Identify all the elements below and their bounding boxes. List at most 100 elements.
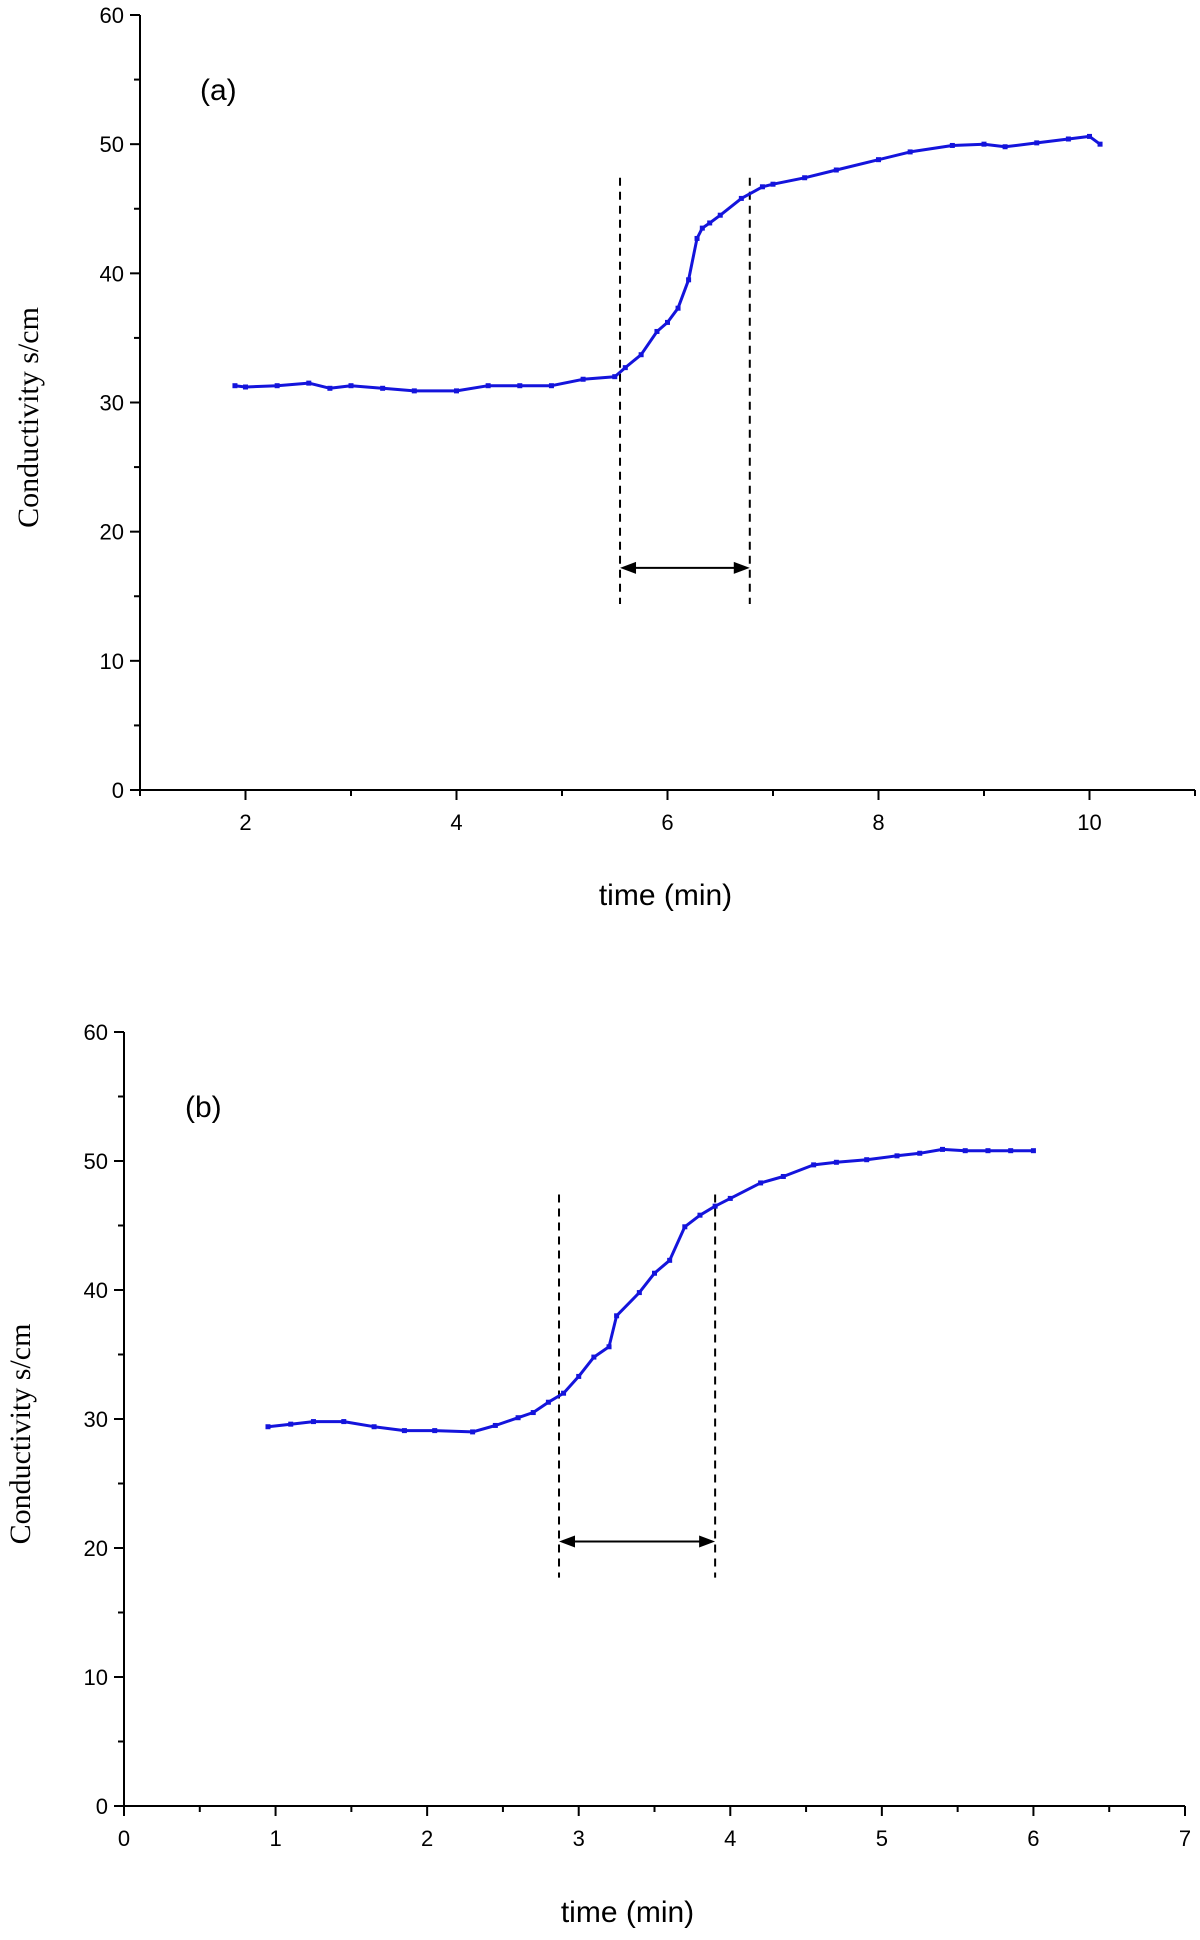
data-point <box>517 383 523 389</box>
series-line <box>234 134 1101 393</box>
data-point <box>686 277 692 283</box>
x-tick-label: 8 <box>872 810 884 835</box>
data-point <box>876 157 881 163</box>
data-point <box>545 1399 551 1405</box>
x-tick-label: 5 <box>876 1826 888 1851</box>
data-point <box>727 1195 733 1201</box>
data-point <box>265 1424 271 1430</box>
chart-panel-a: 0 10 20 30 40 50 60 2 4 6 8 10 time (min) Conductivit… <box>12 3 1196 912</box>
data-point <box>530 1410 536 1416</box>
data-point <box>654 328 660 334</box>
data-point <box>758 1180 764 1186</box>
data-point <box>636 1290 642 1296</box>
data-point <box>652 1270 657 1276</box>
y-tick-label: 40 <box>100 261 124 286</box>
data-point <box>907 149 913 155</box>
data-point <box>638 352 644 358</box>
y-tick-label: 50 <box>100 132 124 157</box>
data-point <box>561 1390 567 1396</box>
data-point <box>1030 1148 1036 1154</box>
y-tick-label: 40 <box>84 1278 108 1303</box>
data-point <box>614 1313 620 1319</box>
data-point <box>591 1354 597 1360</box>
data-point <box>580 376 586 382</box>
data-point <box>470 1429 476 1435</box>
panel-label: (b) <box>185 1091 222 1124</box>
data-point <box>939 1146 945 1152</box>
data-point <box>802 175 808 181</box>
data-point <box>707 220 713 226</box>
data-point <box>1087 133 1092 139</box>
y-tick-label: 0 <box>112 778 124 803</box>
data-point <box>380 385 386 391</box>
data-point <box>833 1159 839 1165</box>
data-point <box>667 1257 673 1263</box>
chart-panel-b: 0 10 20 30 40 50 60 0 1 2 3 4 5 6 7 time (min) Conductiv… <box>4 1020 1191 1929</box>
data-point <box>622 365 628 371</box>
data-point <box>833 167 839 173</box>
x-tick-label: 1 <box>269 1826 281 1851</box>
interval-arrow-head-left <box>559 1535 576 1548</box>
x-tick-label: 2 <box>239 810 251 835</box>
x-axis-title: time (min) <box>561 1896 694 1929</box>
data-point <box>492 1422 498 1428</box>
data-point <box>612 374 618 380</box>
data-point <box>401 1428 407 1434</box>
x-tick-label: 10 <box>1077 810 1101 835</box>
data-point <box>699 225 705 231</box>
data-point <box>432 1428 438 1434</box>
series-line <box>267 1147 1034 1434</box>
data-point <box>288 1421 294 1427</box>
y-tick-label: 50 <box>84 1149 108 1174</box>
data-point <box>694 235 700 241</box>
data-point <box>894 1153 900 1159</box>
x-tick-label: 2 <box>421 1826 433 1851</box>
data-point <box>576 1373 582 1379</box>
y-tick-label: 60 <box>84 1020 108 1045</box>
x-tick-label: 6 <box>661 810 673 835</box>
data-point <box>949 142 955 148</box>
data-point <box>682 1224 688 1230</box>
data-point <box>864 1157 870 1163</box>
data-point <box>738 195 744 201</box>
data-point <box>548 383 554 389</box>
data-point <box>485 383 491 389</box>
data-point <box>697 1212 703 1218</box>
data-point <box>348 383 354 389</box>
x-tick-label: 3 <box>573 1826 585 1851</box>
y-tick-label: 30 <box>84 1407 108 1432</box>
data-point <box>232 383 238 389</box>
data-point <box>606 1344 612 1350</box>
data-point <box>341 1419 347 1425</box>
data-point <box>665 319 670 325</box>
y-tick-label: 20 <box>100 520 124 545</box>
y-tick-label: 60 <box>100 3 124 28</box>
data-point <box>371 1424 377 1430</box>
x-tick-label: 4 <box>724 1826 736 1851</box>
data-point <box>274 383 280 389</box>
y-tick-label: 10 <box>84 1665 108 1690</box>
y-tick-label: 30 <box>100 391 124 416</box>
x-tick-label: 4 <box>450 810 462 835</box>
data-point <box>411 388 417 394</box>
data-point <box>917 1150 923 1156</box>
data-point <box>306 380 312 386</box>
x-axis-title: time (min) <box>599 879 732 912</box>
data-point <box>811 1162 817 1168</box>
data-point <box>780 1173 786 1179</box>
data-point <box>1097 141 1103 147</box>
interval-arrow-head-right <box>733 561 750 574</box>
y-axis-title: Conductivity s/cm <box>12 307 45 528</box>
data-point <box>770 181 776 187</box>
data-point <box>310 1419 316 1425</box>
data-point <box>1034 140 1040 146</box>
data-point <box>985 1148 991 1154</box>
data-point <box>1002 144 1008 150</box>
interval-arrow-head-right <box>699 1535 716 1548</box>
data-point <box>717 212 723 218</box>
x-tick-label: 6 <box>1027 1826 1039 1851</box>
panel-label: (a) <box>200 74 237 107</box>
data-point <box>675 305 681 311</box>
data-point <box>962 1148 968 1154</box>
